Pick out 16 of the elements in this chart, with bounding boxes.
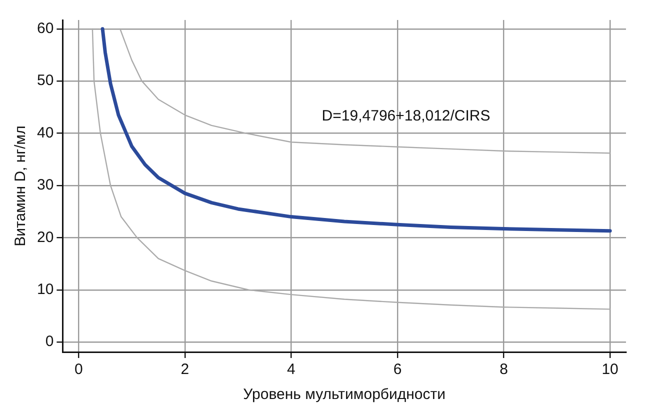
- y-tick-label: 40: [36, 124, 54, 142]
- x-tick-label: 8: [500, 361, 508, 378]
- y-tick-label: 60: [36, 20, 54, 38]
- x-tick-label: 0: [74, 361, 83, 378]
- annotation: D=19,4796+18,012/CIRS: [322, 107, 490, 124]
- x-tick-label: 4: [287, 361, 296, 378]
- y-tick-label: 30: [36, 176, 54, 194]
- x-tick-label: 10: [602, 361, 618, 378]
- x-tick-label: 2: [180, 361, 190, 378]
- y-axis-title: Витамин D, нг/мл: [12, 126, 30, 246]
- x-axis-title: Уровень мультиморбидности: [243, 386, 446, 404]
- x-tick-label: 6: [393, 361, 402, 378]
- y-tick-label: 20: [36, 228, 54, 246]
- y-tick-label: 10: [36, 281, 54, 298]
- y-tick-label: 0: [45, 333, 54, 350]
- y-tick-label: 50: [36, 72, 54, 90]
